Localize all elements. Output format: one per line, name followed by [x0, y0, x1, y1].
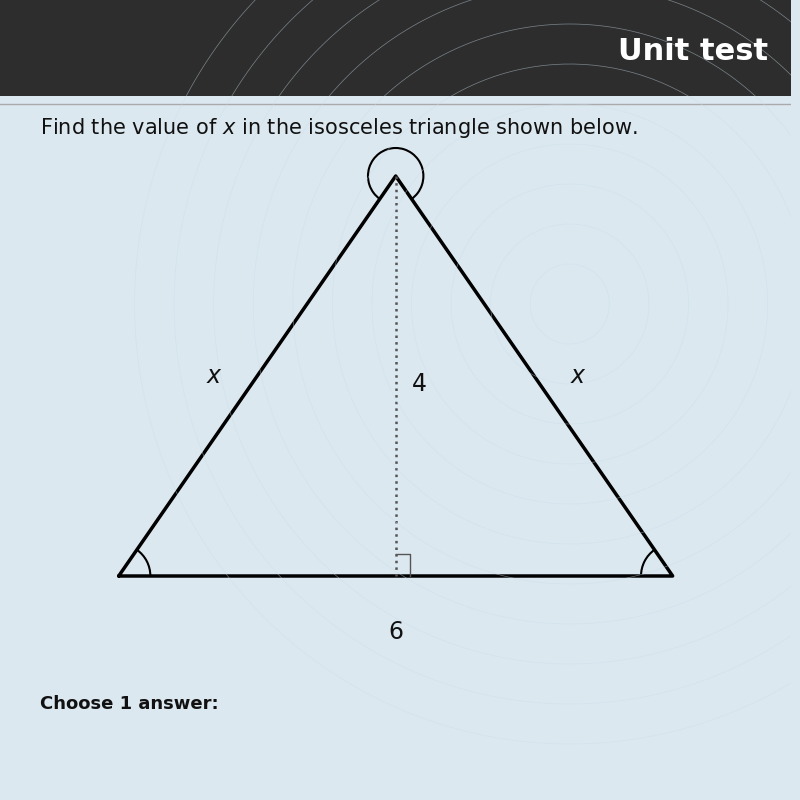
Text: x: x	[206, 364, 221, 388]
Text: 4: 4	[411, 372, 426, 396]
Text: x: x	[570, 364, 585, 388]
FancyBboxPatch shape	[0, 0, 791, 96]
Text: Unit test: Unit test	[618, 38, 768, 66]
Text: 6: 6	[388, 620, 403, 644]
Text: Find the value of $x$ in the isosceles triangle shown below.: Find the value of $x$ in the isosceles t…	[39, 116, 637, 140]
Text: Choose 1 answer:: Choose 1 answer:	[39, 695, 218, 713]
